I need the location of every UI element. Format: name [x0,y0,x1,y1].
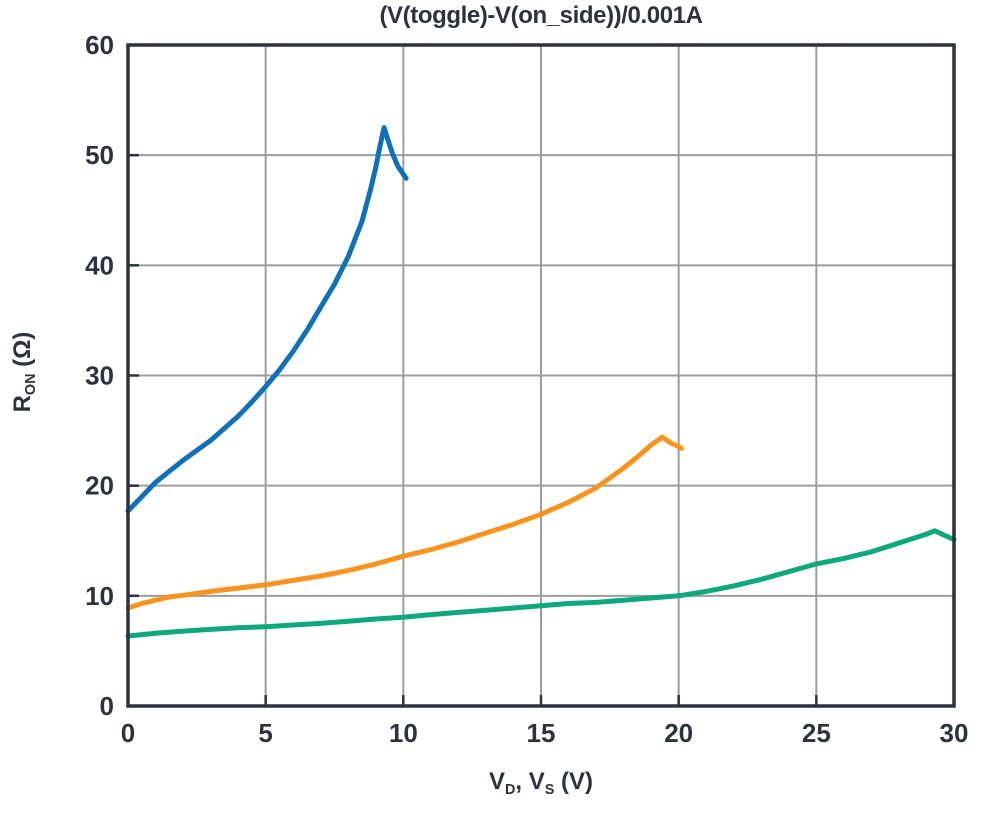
x-tick-label: 0 [121,718,135,748]
y-tick-label: 0 [100,691,114,721]
y-tick-label: 30 [85,361,114,391]
orange-curve [125,434,684,611]
x-axis-label-separator: , [515,767,529,795]
green-curve [125,528,957,639]
y-axis-label: RON (Ω) [9,332,39,413]
x-axis-label-subscript-1: D [504,782,516,799]
x-axis-label-subscript-2: S [544,782,555,799]
x-tick-label: 10 [389,718,418,748]
chart-title: (V(toggle)-V(on_side))/0.001A [379,2,703,29]
y-tick-label: 10 [85,581,114,611]
y-axis-label-unit: (Ω) [8,331,36,374]
x-tick-label: 30 [940,718,969,748]
x-tick-label: 15 [527,718,556,748]
x-axis-label-unit: (V) [554,767,594,795]
x-axis-label-symbol-2: V [528,767,545,795]
x-tick-label: 25 [802,718,831,748]
y-tick-label: 40 [85,250,114,280]
x-axis-label: VD, VS (V) [489,768,593,798]
y-tick-label: 20 [85,471,114,501]
x-axis-label-symbol-1: V [488,767,505,795]
x-tick-label: 5 [258,718,272,748]
x-tick-label: 20 [664,718,693,748]
y-tick-label: 60 [85,30,114,60]
y-axis-label-symbol: R [8,395,36,413]
blue-curve [125,125,409,514]
y-axis-label-subscript: ON [23,373,40,396]
y-tick-label: 50 [85,140,114,170]
